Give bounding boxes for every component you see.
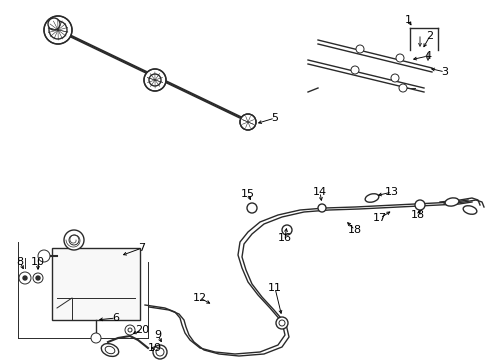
Circle shape [395, 54, 403, 62]
Text: 10: 10 [31, 257, 45, 267]
Text: 7: 7 [138, 243, 145, 253]
Circle shape [275, 317, 287, 329]
Text: 19: 19 [148, 343, 162, 353]
Text: 4: 4 [424, 51, 431, 61]
Circle shape [48, 18, 60, 30]
Circle shape [282, 225, 291, 235]
Ellipse shape [365, 194, 378, 202]
Circle shape [355, 45, 363, 53]
Circle shape [317, 204, 325, 212]
Text: 11: 11 [267, 283, 282, 293]
Text: 15: 15 [241, 189, 254, 199]
Circle shape [390, 74, 398, 82]
Text: 16: 16 [278, 233, 291, 243]
Ellipse shape [462, 206, 476, 214]
Text: 18: 18 [410, 210, 424, 220]
Text: 3: 3 [441, 67, 447, 77]
Circle shape [69, 235, 79, 245]
Circle shape [125, 325, 135, 335]
Text: 5: 5 [271, 113, 278, 123]
Circle shape [49, 21, 67, 39]
Text: 14: 14 [312, 187, 326, 197]
Circle shape [143, 69, 165, 91]
Circle shape [246, 203, 257, 213]
Text: 8: 8 [17, 257, 23, 267]
Circle shape [33, 273, 43, 283]
Circle shape [279, 320, 285, 326]
Circle shape [414, 200, 424, 210]
Circle shape [128, 328, 132, 332]
Text: 12: 12 [193, 293, 206, 303]
Circle shape [240, 114, 256, 130]
Bar [52, 248, 140, 320]
Text: 18: 18 [347, 225, 361, 235]
Ellipse shape [105, 346, 115, 354]
Text: 17: 17 [372, 213, 386, 223]
Text: 13: 13 [384, 187, 398, 197]
Circle shape [91, 333, 101, 343]
Circle shape [36, 276, 40, 280]
Circle shape [398, 84, 406, 92]
Circle shape [19, 272, 31, 284]
Text: 1: 1 [404, 15, 411, 25]
Text: 20: 20 [135, 325, 149, 335]
Circle shape [350, 66, 358, 74]
Ellipse shape [101, 343, 119, 356]
Text: 9: 9 [154, 330, 161, 340]
Text: 2: 2 [426, 31, 433, 41]
Circle shape [38, 250, 50, 262]
Circle shape [156, 348, 163, 356]
Circle shape [64, 230, 84, 250]
Ellipse shape [444, 198, 458, 206]
Circle shape [153, 345, 167, 359]
Circle shape [44, 16, 72, 44]
Circle shape [149, 74, 161, 86]
Circle shape [23, 276, 27, 280]
Text: 6: 6 [112, 313, 119, 323]
